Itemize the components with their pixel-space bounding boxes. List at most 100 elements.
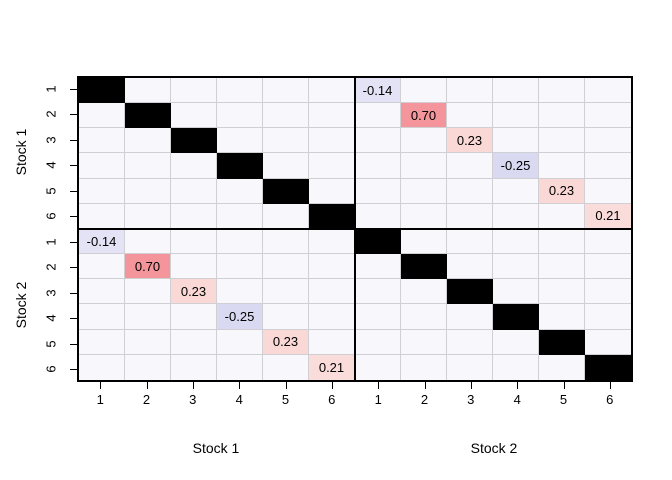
matrix-cell <box>539 153 585 179</box>
matrix-cell <box>217 329 263 355</box>
y-axis-tick-label: 2 <box>43 110 59 118</box>
matrix-cell-value: 0.23 <box>263 329 309 355</box>
matrix-cell <box>79 254 125 280</box>
x-axis-title-stock2: Stock 2 <box>470 440 518 456</box>
matrix-cell <box>447 78 493 104</box>
matrix-cell <box>447 153 493 179</box>
matrix-cell <box>125 329 171 355</box>
matrix-cell <box>401 78 447 104</box>
matrix-cell <box>309 279 355 305</box>
matrix-cell <box>401 178 447 204</box>
matrix-cell-diagonal <box>585 354 631 380</box>
matrix-plot: -0.14 0.70 0.23 -0.25 0.23 0.21 -0.14 0.70 0.23-… <box>77 76 633 382</box>
matrix-cell <box>539 254 585 280</box>
matrix-cell-diagonal <box>263 178 309 204</box>
matrix-cell <box>493 78 539 104</box>
matrix-cell <box>79 128 125 154</box>
matrix-cell <box>309 254 355 280</box>
matrix-cell <box>217 78 263 104</box>
matrix-cell <box>493 354 539 380</box>
matrix-cell <box>539 203 585 229</box>
x-axis-tick <box>285 382 287 389</box>
x-axis-tick-label: 2 <box>142 392 151 407</box>
matrix-cell-value: 0.21 <box>585 203 631 229</box>
x-axis-tick <box>100 382 102 389</box>
x-axis-tick <box>470 382 472 389</box>
matrix-cell <box>263 254 309 280</box>
matrix-cell <box>309 128 355 154</box>
x-axis-tick <box>146 382 148 389</box>
matrix-cell <box>171 254 217 280</box>
matrix-cell <box>171 178 217 204</box>
x-axis-tick-label: 1 <box>96 392 104 407</box>
matrix-cell <box>493 103 539 129</box>
matrix-cell <box>125 78 171 104</box>
y-axis-tick-label: 6 <box>43 365 59 373</box>
matrix-cell <box>447 329 493 355</box>
matrix-cell-value: 0.23 <box>447 128 493 154</box>
matrix-cell <box>309 178 355 204</box>
matrix-cell <box>79 203 125 229</box>
matrix-cell-value: -0.14 <box>79 228 125 255</box>
matrix-cell <box>79 279 125 305</box>
matrix-cell <box>171 203 217 229</box>
matrix-cell <box>125 153 171 179</box>
x-axis-tick <box>424 382 426 389</box>
matrix-cell <box>79 354 125 380</box>
x-axis-title-stock1: Stock 1 <box>192 440 240 456</box>
matrix-cell <box>309 304 355 330</box>
matrix-cell <box>263 203 309 229</box>
matrix-cell <box>309 329 355 355</box>
matrix-cell <box>585 78 631 104</box>
matrix-cell-value: 0.23 <box>539 178 585 204</box>
matrix-cell <box>171 153 217 179</box>
y-axis-tick <box>70 190 77 192</box>
x-axis-tick <box>563 382 565 389</box>
matrix-cell-value: 0.23 <box>171 279 217 305</box>
y-axis-tick-label: 3 <box>43 136 59 144</box>
matrix-cell <box>217 203 263 229</box>
matrix-cell <box>585 254 631 280</box>
matrix-cell <box>309 78 355 104</box>
matrix-cell <box>401 279 447 305</box>
matrix-cell <box>539 128 585 154</box>
matrix-cell <box>263 354 309 380</box>
matrix-cell <box>79 103 125 129</box>
y-axis-tick <box>70 88 77 90</box>
matrix-cell-diagonal <box>217 153 263 179</box>
matrix-cell <box>263 78 309 104</box>
matrix-cell <box>125 354 171 380</box>
y-axis-tick-label: 5 <box>43 340 59 348</box>
matrix-cell <box>125 279 171 305</box>
matrix-cell <box>493 178 539 204</box>
matrix-cell <box>447 304 493 330</box>
y-axis-tick-label: 4 <box>43 161 59 169</box>
y-axis-tick <box>70 292 77 294</box>
y-axis-tick-label: 6 <box>43 212 59 220</box>
y-axis-tick <box>70 165 77 167</box>
matrix-cell-diagonal <box>309 203 355 229</box>
y-axis-tick-label: 5 <box>43 187 59 195</box>
matrix-cell <box>263 128 309 154</box>
y-axis-tick <box>70 114 77 116</box>
matrix-cell <box>539 228 585 255</box>
matrix-cell <box>585 229 631 255</box>
x-axis-tick <box>331 382 333 389</box>
matrix-cell <box>217 228 263 255</box>
matrix-grid: -0.14 0.70 0.23 -0.25 0.23 0.21 -0.14 0.70 0.23-… <box>79 78 631 380</box>
matrix-cell <box>355 153 401 179</box>
matrix-cell-diagonal <box>401 254 447 280</box>
matrix-cell <box>171 78 217 104</box>
matrix-cell <box>539 103 585 129</box>
matrix-cell <box>401 128 447 154</box>
x-axis-tick <box>609 382 611 389</box>
matrix-cell-value: -0.14 <box>355 78 401 104</box>
y-axis-tick <box>70 343 77 345</box>
y-axis-tick <box>70 216 77 218</box>
matrix-cell-diagonal <box>355 228 401 255</box>
matrix-cell <box>263 103 309 129</box>
matrix-cell <box>585 304 631 330</box>
matrix-cell <box>539 279 585 305</box>
matrix-cell <box>493 203 539 229</box>
